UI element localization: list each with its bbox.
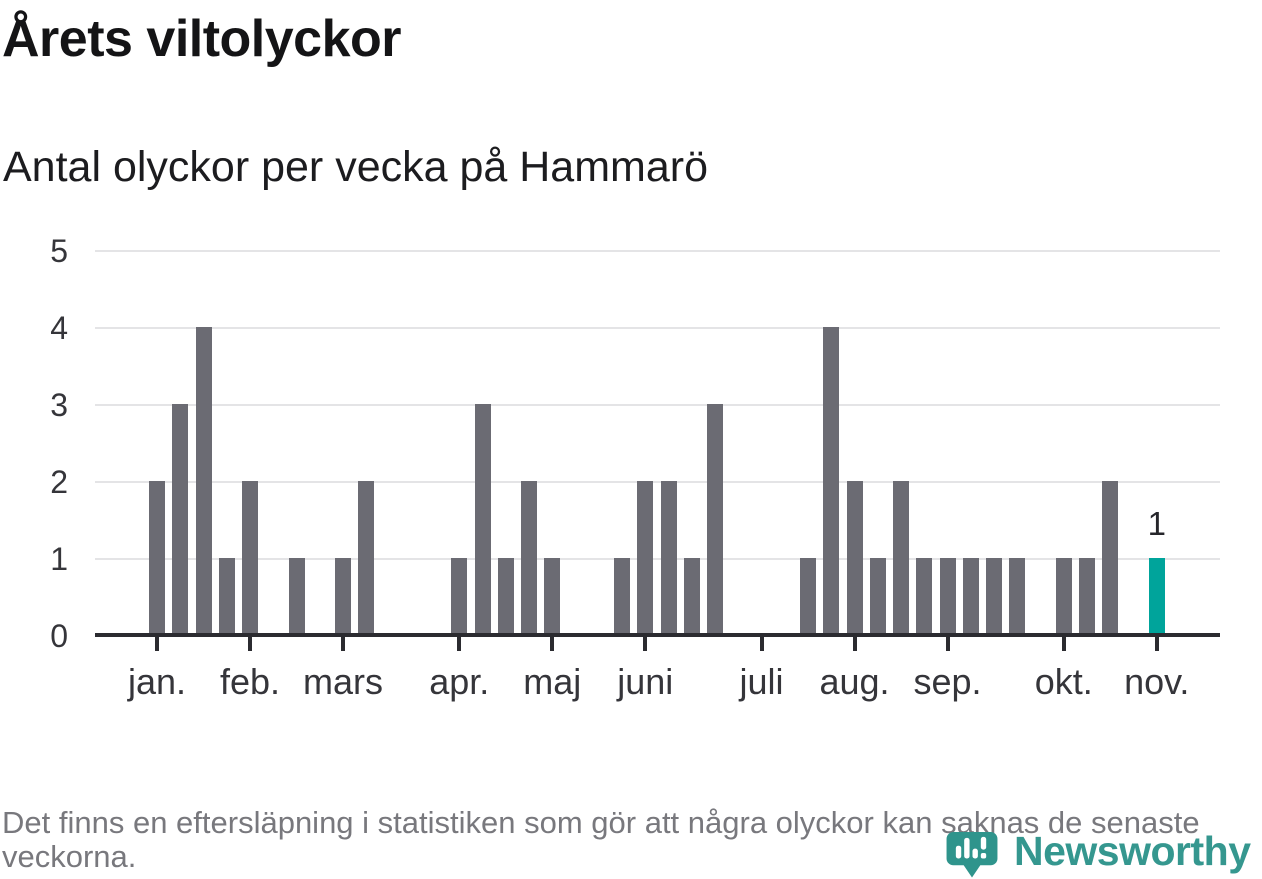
x-axis-label-nov: nov. <box>1124 661 1190 702</box>
bar-week-24 <box>707 404 723 635</box>
x-axis-label-juli: juli <box>739 661 784 702</box>
bar-week-32 <box>893 481 909 635</box>
bar-week-41 <box>1102 481 1119 635</box>
newsworthy-pin-icon <box>946 832 998 878</box>
bar-week-16 <box>521 481 537 635</box>
bar-week-31 <box>869 558 886 635</box>
x-axis-tick-juli <box>759 637 764 651</box>
bar-week-8 <box>335 558 351 635</box>
bar-week-33 <box>916 558 933 635</box>
bar-week-13 <box>451 558 468 635</box>
x-axis-tick-apr <box>457 637 462 651</box>
x-axis-tick-jan <box>155 637 159 651</box>
x-axis-label-mars: mars <box>303 661 383 702</box>
x-axis-tick-maj <box>550 637 555 651</box>
x-axis-tick-feb <box>248 637 252 651</box>
bar-week-6 <box>288 558 305 635</box>
gridline-3 <box>95 404 1220 406</box>
x-axis-tick-sep <box>945 637 950 651</box>
bar-week-14 <box>474 404 491 635</box>
gridline-5 <box>95 250 1220 252</box>
bar-week-29 <box>823 327 840 635</box>
x-axis-label-aug: aug. <box>819 661 890 702</box>
bar-week-39 <box>1055 558 1072 635</box>
x-axis-label-sep: sep. <box>913 661 982 702</box>
bar-week-23 <box>683 558 700 635</box>
y-axis-label-3: 3 <box>50 387 68 423</box>
x-axis-label-juni: juni <box>617 661 674 702</box>
bar-week-37 <box>1009 558 1026 635</box>
gridline-4 <box>95 327 1220 329</box>
bar-highlight-week-43 <box>1148 558 1165 635</box>
bar-week-28 <box>800 558 816 635</box>
bar-week-15 <box>497 558 514 635</box>
footnote: Det finns en eftersläpning i statistiken… <box>2 805 1200 874</box>
x-axis-label-okt: okt. <box>1034 661 1093 702</box>
bar-week-34 <box>939 558 956 635</box>
bar-week-1 <box>172 404 189 635</box>
chart-subtitle: Antal olyckor per vecka på Hammarö <box>3 143 709 191</box>
x-axis-label-apr: apr. <box>429 661 490 702</box>
bar-week-4 <box>242 481 258 635</box>
bar-week-20 <box>614 558 630 635</box>
x-axis-label-jan: jan. <box>127 661 187 702</box>
x-axis-tick-nov <box>1154 637 1159 651</box>
x-axis-line <box>95 633 1220 637</box>
bar-week-36 <box>986 558 1002 635</box>
bar-week-30 <box>846 481 863 635</box>
y-axis-label-4: 4 <box>50 310 68 346</box>
x-axis-label-feb: feb. <box>219 661 281 702</box>
bar-week-35 <box>962 558 979 635</box>
newsworthy-logo: Newsworthy <box>946 828 1262 879</box>
bar-week-2 <box>195 327 212 635</box>
x-axis-tick-aug <box>852 637 857 651</box>
bar-week-17 <box>544 558 561 635</box>
chart-title: Årets viltolyckor <box>2 10 402 68</box>
x-axis-tick-mars <box>341 637 345 651</box>
bar-week-3 <box>218 558 235 635</box>
bar-week-22 <box>660 481 677 635</box>
bar-week-9 <box>358 481 375 635</box>
x-axis-tick-okt <box>1061 637 1066 651</box>
y-axis-label-2: 2 <box>50 464 68 500</box>
bar-week-0 <box>149 481 165 635</box>
x-axis-label-maj: maj <box>523 661 582 702</box>
bar-value-label: 1 <box>1147 505 1166 542</box>
bar-week-21 <box>637 481 654 635</box>
y-axis-label-5: 5 <box>50 233 68 269</box>
gridline-2 <box>95 481 1220 483</box>
y-axis-label-1: 1 <box>50 541 68 577</box>
x-axis-tick-juni <box>643 637 648 651</box>
bar-week-40 <box>1079 558 1095 635</box>
y-axis-label-0: 0 <box>50 618 68 654</box>
newsworthy-wordmark: Newsworthy <box>1014 828 1251 874</box>
gridline-1 <box>95 558 1220 560</box>
